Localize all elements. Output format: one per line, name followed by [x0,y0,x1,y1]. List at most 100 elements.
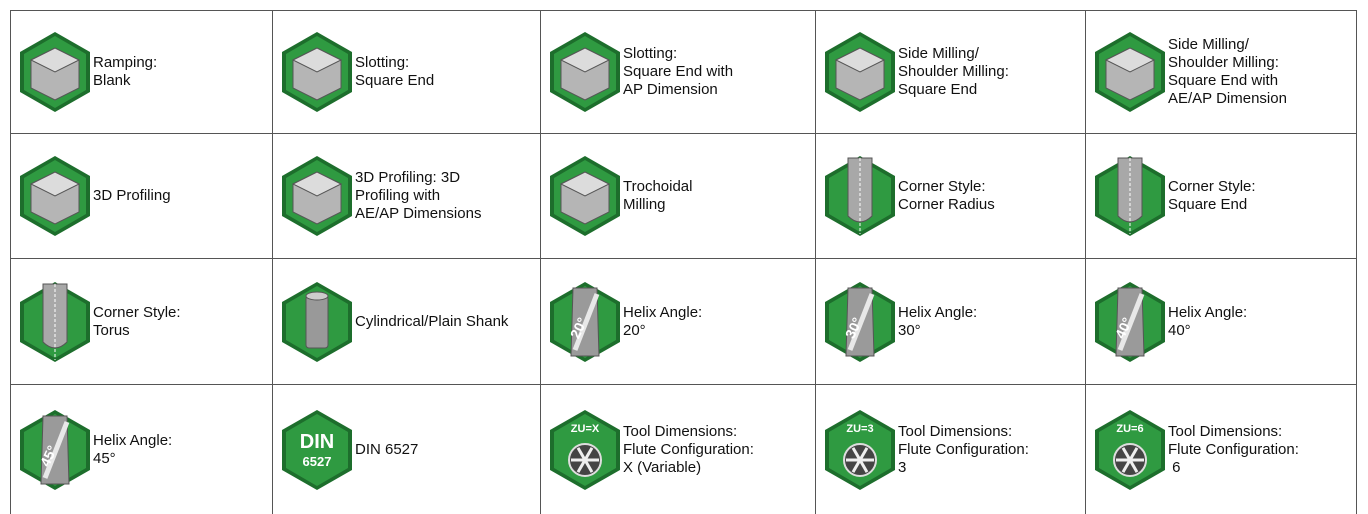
label: Corner Style: Torus [93,304,268,340]
label-line: 3D Profiling [93,187,171,204]
legend-cell: Side Milling/Shoulder Milling: Square End [815,10,1085,133]
label: Ramping: Blank [93,54,268,90]
badge-text: 6527 [303,454,332,469]
legend-cell: 30° Helix Angle: 30° [815,258,1085,384]
label-line: Flute Configuration: [1168,440,1299,458]
label-line: Trochoidal [623,178,693,195]
block-top [834,47,886,73]
label: Corner Style: Square End [1168,178,1352,214]
label: 3D Profiling [93,187,268,205]
label-line: Flute Configuration: [898,440,1029,458]
flute [851,446,862,461]
label-line: 20° [623,321,646,339]
icon: ZU=X [550,409,620,490]
helix [847,292,875,351]
label-line: Square End [355,72,435,89]
label-line: Square End [898,81,978,98]
label: DIN 6527 [355,441,536,459]
flute [851,458,862,473]
legend-cell: Cylindrical/Plain Shank [272,258,540,384]
label: Side Milling/Shoulder Milling: Square End [898,45,1081,99]
icon [20,32,90,112]
legend-cell: 3D Profiling: 3D Profiling with AE/AP Dime… [272,133,540,258]
label: Helix Angle: 30° [898,304,1081,340]
legend-cell: Corner Style: Square End [1085,133,1357,258]
block-top [291,47,343,73]
label-line: X (Variable) [623,458,702,476]
label: Helix Angle: 40° [1168,304,1352,340]
label-line: Side Milling/ [1168,36,1249,53]
hexagon-inner [286,413,348,486]
legend-cell: Slotting: Square End [272,10,540,133]
block-top [1104,47,1156,73]
label-line: Helix Angle: [1168,303,1248,321]
label-line: Square End [1168,196,1248,213]
label-line: Milling [623,196,666,213]
icon [20,156,90,236]
flute [858,458,869,473]
label-line: Flute Configuration: [623,440,754,458]
badge-text: ZU=3 [846,423,873,435]
flute [583,446,594,461]
helix [1117,292,1145,351]
flute [583,458,594,473]
label-line: Slotting: [355,54,410,71]
block-top [559,171,611,197]
legend-cell: Trochoidal Milling [540,133,815,258]
label-line: 3D Profiling: 3D [355,169,461,186]
label-line: Tool Dimensions: [1168,422,1283,440]
block-top [559,47,611,73]
flute [576,446,587,461]
label: 3D Profiling: 3D Profiling with AE/AP Dime… [355,169,536,223]
icon [550,32,620,112]
label-line: 40° [1168,321,1191,339]
label-line: AP Dimension [623,81,718,98]
badge-text: ZU=X [571,423,600,435]
label-line: 45° [93,449,116,467]
icon: 45° [20,409,90,490]
label-line: 6 [1168,458,1181,476]
label: Corner Style: Corner Radius [898,178,1081,214]
label-line: Square End with [623,63,734,80]
legend-cell: Ramping: Blank [10,10,272,133]
shank [305,295,329,348]
label-line: Ramping: [93,54,158,71]
flute [576,458,587,473]
icon: 30° [825,281,895,362]
flute [1121,458,1132,473]
label-line: AE/AP Dimensions [355,205,482,222]
label-line: Shoulder Milling: [1168,54,1279,71]
icon [1095,156,1165,236]
flute [1128,458,1139,473]
helix [572,292,600,351]
label-line: Profiling with [355,187,441,204]
label: Slotting: Square End with AP Dimension [623,45,811,99]
flute [1121,446,1132,461]
legend-cell: Corner Style: Torus [10,258,272,384]
flute [1128,446,1139,461]
legend-cell: Corner Style: Corner Radius [815,133,1085,258]
label-line: Corner Style: [1168,178,1256,195]
icon [282,281,352,362]
icon: ZU=3 [825,409,895,490]
block-top [29,171,81,197]
label: Tool Dimensions: Flute Configuration: 6 [1168,423,1352,477]
badge-text: ZU=6 [1116,423,1143,435]
legend-cell: Side Milling/Shoulder Milling: Square End… [1085,10,1357,133]
icon [825,32,895,112]
label-line: DIN 6527 [355,440,419,458]
label-line: Helix Angle: [898,303,978,321]
label-line: Helix Angle: [623,303,703,321]
icon: ZU=6 [1095,409,1165,490]
label: Tool Dimensions: Flute Configuration: 3 [898,423,1081,477]
icon [550,156,620,236]
icon [282,156,352,236]
legend-cell: 40° Helix Angle: 40° [1085,258,1357,384]
label: Cylindrical/Plain Shank [355,313,536,331]
block-top [29,47,81,73]
label-line: Cylindrical/Plain Shank [355,312,509,330]
block-top [291,171,343,197]
legend-cell: ZU=3 Tool Dimensions: Flute Configuration:… [815,384,1085,514]
icon: 40° [1095,281,1165,362]
